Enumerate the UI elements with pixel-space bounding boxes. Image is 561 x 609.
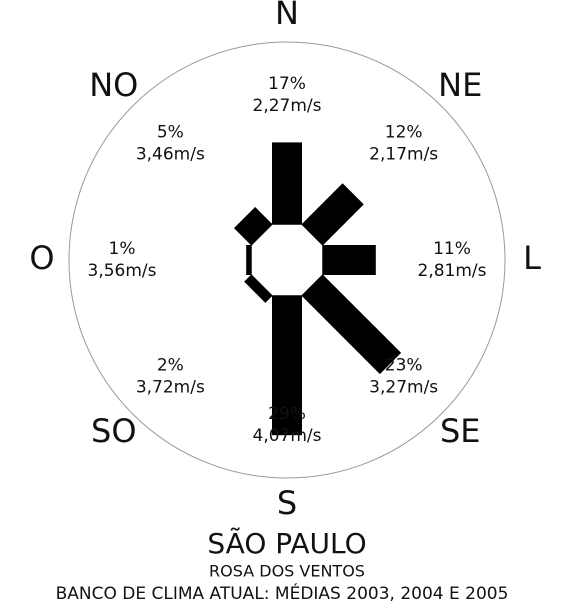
center-octagon: [250, 223, 324, 297]
bar: [301, 183, 364, 246]
speed-label: 2,27m/s: [253, 96, 322, 116]
speed-label: 3,72m/s: [136, 378, 205, 398]
frequency-label: 1%: [109, 239, 136, 259]
frequency-label: 2%: [157, 356, 184, 376]
frequency-label: 11%: [433, 239, 471, 259]
direction-label: NE: [438, 66, 482, 104]
speed-label: 2,81m/s: [418, 261, 487, 281]
chart-caption: BANCO DE CLIMA ATUAL: MÉDIAS 2003, 2004 …: [56, 582, 509, 604]
frequency-label: 5%: [157, 122, 184, 142]
direction-label: S: [277, 484, 297, 522]
direction-label: SE: [440, 412, 481, 450]
speed-label: 2,17m/s: [369, 144, 438, 164]
chart-subtitle: ROSA DOS VENTOS: [209, 562, 365, 581]
direction-label: NO: [89, 66, 138, 104]
direction-label: SO: [91, 412, 137, 450]
bar: [246, 245, 251, 275]
bar: [301, 274, 402, 375]
frequency-label: 29%: [268, 404, 306, 424]
bar: [233, 206, 273, 246]
outer-circle: [68, 41, 506, 479]
frequency-label: 12%: [385, 122, 423, 142]
speed-label: 3,46m/s: [136, 144, 205, 164]
direction-label: O: [29, 239, 54, 277]
speed-label: 3,27m/s: [369, 378, 438, 398]
chart-title: SÃO PAULO: [207, 527, 366, 560]
bar: [272, 142, 302, 224]
speed-label: 3,56m/s: [88, 261, 157, 281]
direction-label: N: [275, 0, 299, 32]
bar: [244, 274, 273, 303]
frequency-label: 23%: [385, 356, 423, 376]
bar: [272, 296, 302, 436]
bar: [323, 245, 376, 275]
speed-label: 4,07m/s: [253, 426, 322, 446]
direction-label: L: [523, 239, 541, 277]
frequency-label: 17%: [268, 74, 306, 94]
